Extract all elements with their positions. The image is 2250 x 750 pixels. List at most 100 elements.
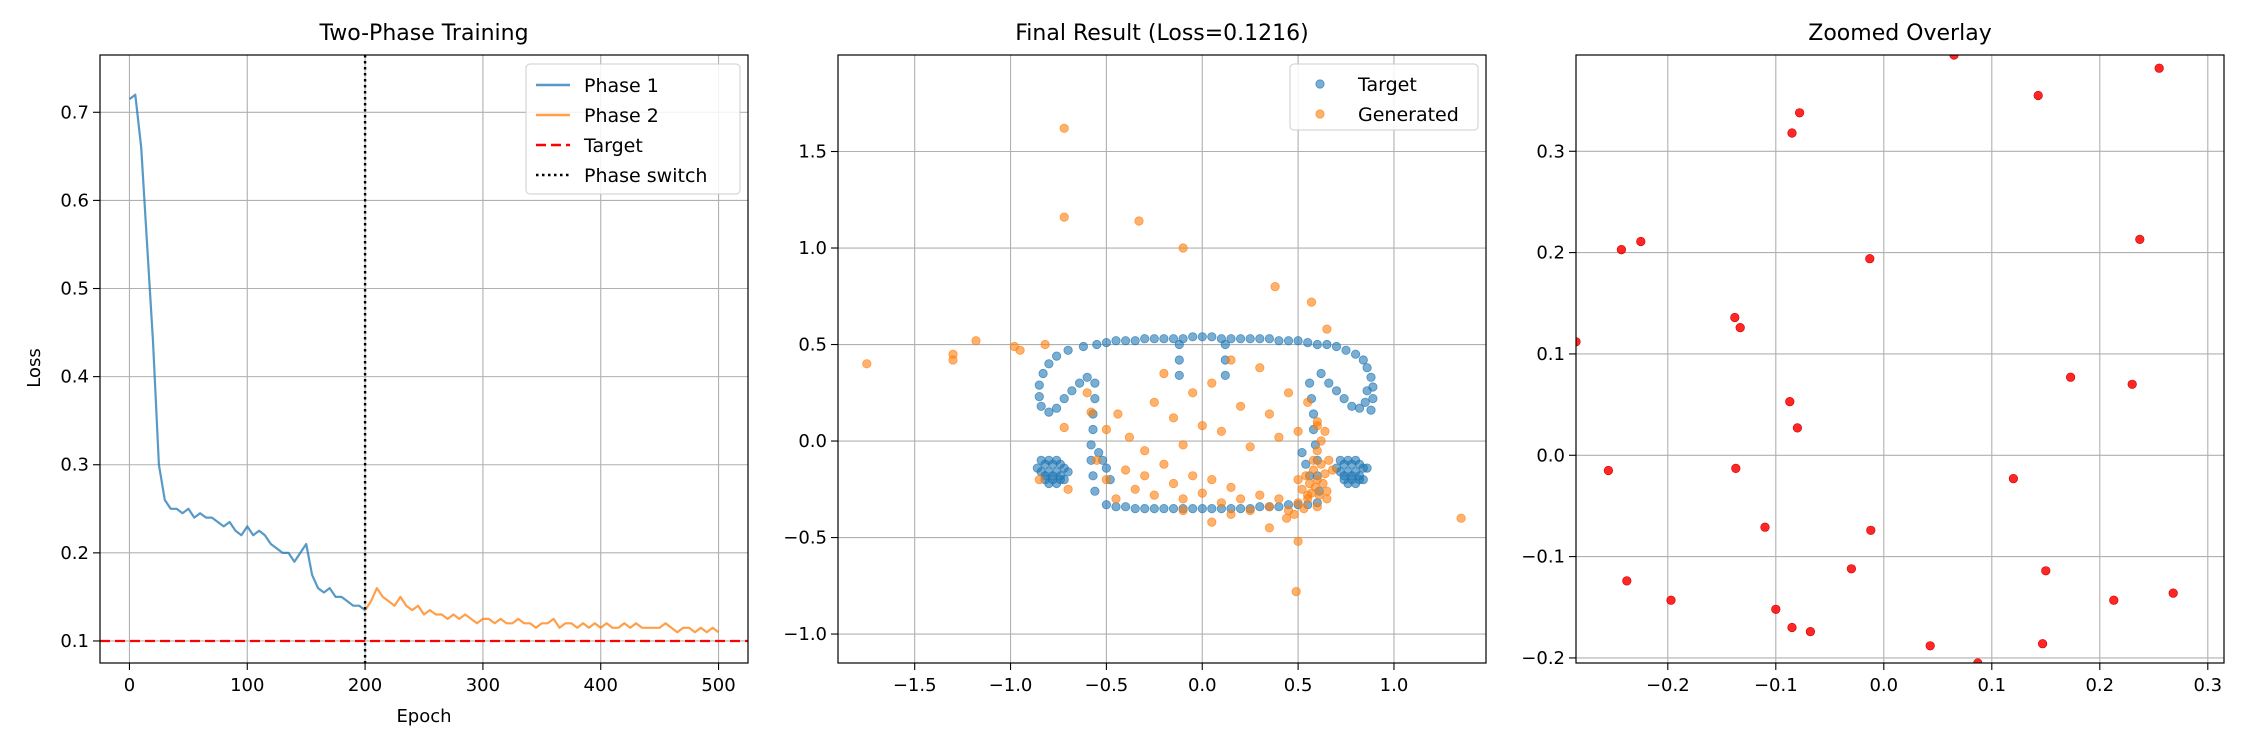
data-point: [1318, 478, 1328, 489]
data-point: [1188, 471, 1198, 481]
training-loss-chart: Two-Phase Training Epoch Loss 0 100 200 300…: [24, 21, 749, 727]
data-point: [1101, 474, 1112, 485]
zoomed-overlay-chart: Zoomed Overlay −0.2 −0.1 0.0 0.1 0.2 0.3−0.2−…: [1521, 21, 2225, 696]
data-point: [1245, 442, 1255, 452]
data-point: [1316, 368, 1326, 379]
data-point: [1366, 372, 1376, 382]
data-point: [1149, 334, 1159, 344]
data-point: [1113, 409, 1123, 419]
data-point: [2066, 372, 2076, 382]
data-point: [1159, 503, 1169, 514]
y-tick-label: 0.2: [1536, 243, 1565, 264]
data-point: [2109, 595, 2119, 605]
data-point: [1216, 426, 1227, 436]
data-point: [1308, 409, 1319, 419]
data-point: [1159, 334, 1169, 344]
data-point: [1846, 564, 1856, 574]
legend-label: Generated: [1358, 104, 1459, 126]
data-point: [1322, 339, 1332, 350]
x-tick-label: 500: [701, 675, 735, 696]
data-point: [1805, 626, 1815, 637]
x-tick-label: −0.5: [1085, 675, 1129, 696]
data-point: [1121, 465, 1131, 475]
data-point: [1306, 297, 1317, 307]
x-tick-label: 100: [230, 675, 264, 696]
data-point: [1168, 478, 1179, 489]
data-point: [1301, 471, 1311, 481]
data-point: [1328, 465, 1338, 475]
y-tick-label: 0.1: [1536, 344, 1565, 365]
data-point: [1274, 432, 1284, 442]
x-tick-label: 0.3: [2193, 675, 2222, 696]
x-tick-label: −1.0: [989, 675, 1033, 696]
legend-box: [525, 63, 741, 195]
data-point: [1245, 334, 1255, 344]
data-point: [1636, 236, 1646, 247]
data-point: [1078, 341, 1089, 352]
data-point: [1866, 525, 1876, 535]
data-point: [1264, 523, 1275, 533]
data-point: [948, 355, 958, 365]
data-point: [1055, 474, 1066, 485]
data-point: [1111, 336, 1121, 346]
data-point: [1339, 393, 1349, 404]
ticks: 0 100 200 300 400 500 0.1 0.2 0.3 0.4 0.5 0.6 0.7: [60, 102, 735, 696]
data-point: [1331, 341, 1342, 352]
data-point: [1312, 502, 1322, 512]
data-point: [1760, 522, 1770, 532]
data-point: [1787, 128, 1797, 138]
data-point: [1283, 336, 1294, 346]
series-zoomed: [1576, 55, 2178, 663]
data-point: [1297, 447, 1307, 458]
data-point: [1140, 446, 1150, 456]
series-generated: [862, 123, 1466, 597]
chart-title: Final Result (Loss=0.1216): [1015, 21, 1309, 46]
data-point: [1059, 212, 1069, 222]
plot-area: [1576, 55, 2178, 663]
x-tick-label: −0.2: [1646, 675, 1690, 696]
data-point: [1616, 245, 1626, 255]
data-point: [1603, 465, 1613, 476]
y-tick-label: 1.5: [798, 142, 827, 163]
legend-label: Target: [583, 135, 643, 157]
axes-frame: [99, 54, 749, 664]
data-point: [1576, 337, 1581, 347]
data-point: [1324, 455, 1334, 465]
data-point: [1299, 503, 1309, 514]
data-point: [1130, 503, 1140, 514]
data-point: [1207, 517, 1217, 527]
data-point: [1178, 494, 1188, 504]
data-point: [1149, 490, 1159, 500]
ticks: −1.5 −1.0 −0.5 0.0 0.5 1.0 −1.0 −0.5 0.0 0.5 1.0 1.…: [783, 142, 1408, 696]
data-point: [1140, 471, 1150, 481]
data-point: [1149, 397, 1159, 407]
data-point: [971, 336, 981, 346]
x-tick-label: −1.5: [893, 675, 937, 696]
data-point: [1178, 505, 1188, 516]
data-point: [1291, 586, 1301, 597]
data-point: [1063, 484, 1073, 494]
data-point: [2033, 90, 2043, 101]
data-point: [1785, 397, 1795, 407]
data-point: [1101, 337, 1112, 348]
data-point: [1293, 474, 1303, 485]
data-point: [1121, 336, 1131, 346]
data-point: [1264, 334, 1275, 344]
y-tick-label: −0.1: [1521, 547, 1565, 568]
data-point: [1255, 363, 1265, 373]
data-point: [1220, 339, 1230, 350]
y-tick-label: −0.5: [783, 528, 827, 549]
data-point: [1366, 405, 1376, 415]
data-point: [1197, 488, 1207, 498]
x-axis-label: Epoch: [396, 706, 451, 727]
data-point: [1207, 378, 1217, 388]
data-point: [1865, 254, 1875, 264]
data-point: [1314, 490, 1324, 500]
x-tick-label: 0.0: [1869, 675, 1898, 696]
data-point: [1354, 403, 1365, 413]
data-point: [1310, 482, 1321, 492]
data-point: [1063, 345, 1073, 355]
x-tick-label: 0: [124, 675, 135, 696]
data-point: [1111, 502, 1121, 512]
data-point: [1666, 595, 1676, 605]
